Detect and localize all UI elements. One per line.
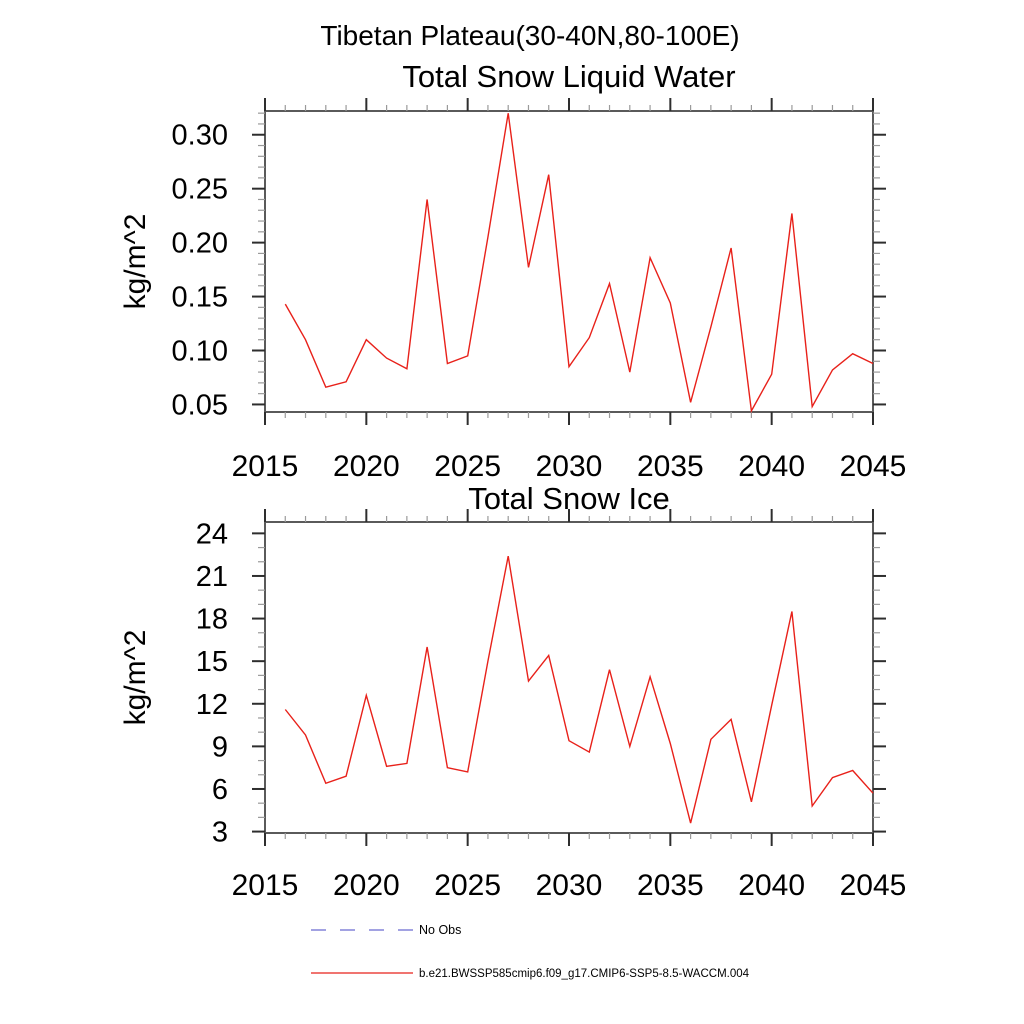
y-tick-label: 0.05 [172,389,228,421]
chart-title: Total Snow Ice [468,481,670,516]
x-tick-label: 2030 [536,450,603,483]
y-axis-title: kg/m^2 [119,630,152,726]
y-tick-label: 0.10 [172,336,228,368]
series-line [284,555,874,824]
x-tick-label: 2035 [637,450,704,483]
y-tick-label: 0.30 [172,120,228,152]
y-tick-label: 21 [196,561,228,593]
x-tick-label: 2015 [232,869,299,902]
x-tick-label: 2025 [434,869,501,902]
y-tick-label: 6 [212,774,228,806]
x-tick-label: 2045 [840,450,907,483]
x-tick-label: 2045 [840,869,907,902]
figure-super-title: Tibetan Plateau(30-40N,80-100E) [320,20,740,51]
x-tick-label: 2025 [434,450,501,483]
y-axis-title: kg/m^2 [119,214,152,310]
y-tick-label: 12 [196,689,228,721]
chart-title: Total Snow Liquid Water [402,59,735,94]
y-tick-label: 18 [196,604,228,636]
series-line [284,113,874,414]
x-tick-label: 2015 [232,450,299,483]
legend-label: b.e21.BWSSP585cmip6.f09_g17.CMIP6-SSP5-8… [419,968,750,980]
y-tick-label: 0.15 [172,282,228,314]
y-tick-label: 9 [212,731,228,763]
x-tick-label: 2040 [738,450,805,483]
legend-label: No Obs [419,923,461,937]
x-tick-label: 2035 [637,869,704,902]
plot-frame [264,521,874,834]
x-tick-label: 2020 [333,450,400,483]
y-tick-label: 0.25 [172,174,228,206]
x-tick-label: 2020 [333,869,400,902]
y-tick-label: 15 [196,646,228,678]
y-tick-label: 0.20 [172,228,228,260]
x-tick-label: 2030 [536,869,603,902]
y-tick-label: 3 [212,817,228,849]
y-tick-label: 24 [196,518,228,550]
x-tick-label: 2040 [738,869,805,902]
